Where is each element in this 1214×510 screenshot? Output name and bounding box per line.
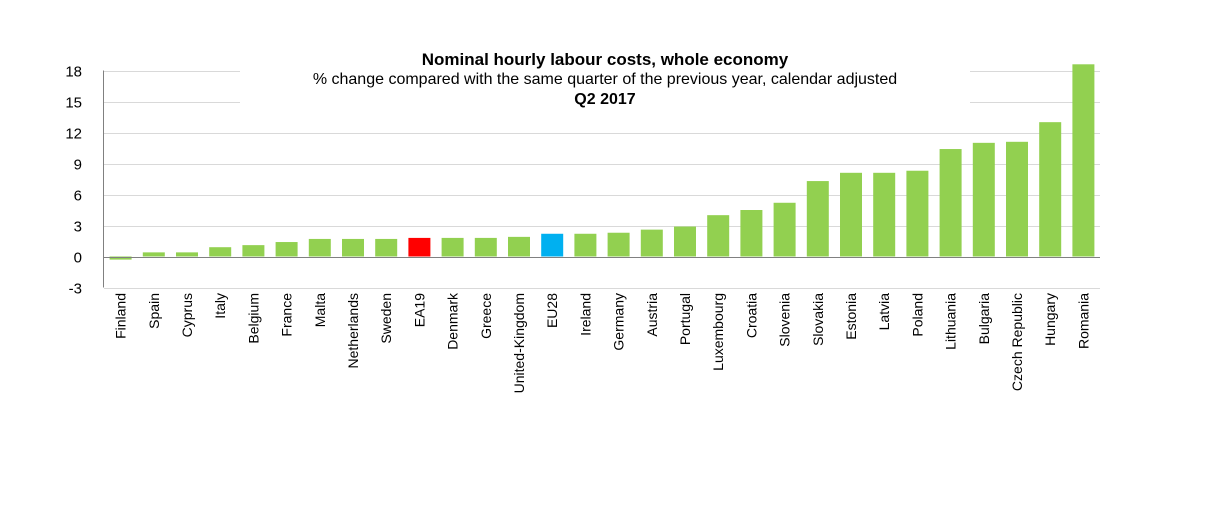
bar-netherlands: [342, 238, 364, 257]
x-category-label: Germany: [611, 293, 627, 351]
bar-cyprus: [176, 252, 198, 257]
x-category-label: Hungary: [1042, 293, 1058, 346]
bar-greece: [474, 237, 497, 257]
x-category-label: Latvia: [876, 293, 892, 331]
bar-united-kingdom: [508, 236, 530, 257]
x-category-label: Italy: [212, 293, 228, 319]
x-category-label: Czech Republic: [1009, 293, 1025, 391]
axes: [103, 70, 1100, 288]
bar-finland: [109, 256, 132, 260]
bar-denmark: [441, 237, 464, 257]
x-category-label: EA19: [411, 293, 427, 327]
bar-slovenia: [773, 202, 796, 257]
bar-ireland: [574, 233, 597, 257]
bar-italy: [209, 247, 232, 257]
x-category-label: Portugal: [677, 293, 693, 345]
bar-ea19: [408, 237, 431, 257]
bar-czech-republic: [1006, 141, 1028, 257]
x-category-label: Bulgaria: [976, 293, 992, 345]
y-tick-label: 15: [65, 95, 82, 112]
bar-eu28: [541, 233, 564, 257]
y-tick-label: 0: [74, 250, 82, 267]
bar-bulgaria: [972, 142, 995, 257]
x-category-label: Finland: [113, 293, 129, 339]
bar-lithuania: [939, 149, 962, 257]
bar-luxembourg: [707, 215, 730, 257]
bar-spain: [142, 252, 165, 257]
bar-latvia: [873, 172, 896, 257]
chart-subtitle: % change compared with the same quarter …: [312, 71, 898, 88]
x-category-label: France: [279, 293, 295, 337]
bar-hungary: [1039, 122, 1062, 257]
x-category-label: Cyprus: [179, 293, 195, 337]
bar-germany: [607, 232, 630, 257]
x-axis-category-labels: Finland Spain Cyprus Italy Belgium France Malt…: [113, 292, 1092, 393]
bar-austria: [640, 229, 663, 257]
x-category-label: Denmark: [445, 292, 461, 350]
y-tick-label: 18: [65, 64, 82, 81]
x-category-label: Sweden: [378, 293, 394, 344]
bar-belgium: [242, 245, 265, 257]
x-category-label: Slovakia: [810, 293, 826, 346]
bar-croatia: [740, 210, 763, 257]
x-category-label: United-Kingdom: [511, 293, 527, 393]
bar-portugal: [674, 226, 696, 257]
bar-france: [275, 242, 298, 257]
x-category-label: Spain: [146, 293, 162, 329]
chart-title: Nominal hourly labour costs, whole econo…: [421, 50, 789, 69]
y-axis-tick-labels: 18 15 12 9 6 3 0 -3: [65, 64, 82, 298]
x-category-label: EU28: [544, 293, 560, 328]
x-category-label: Slovenia: [777, 293, 793, 347]
x-category-label: Ireland: [577, 293, 593, 336]
y-tick-label: 9: [74, 157, 82, 174]
x-category-label: Greece: [478, 293, 494, 339]
x-category-label: Belgium: [245, 293, 261, 344]
bar-slovakia: [806, 181, 829, 257]
bars: [109, 64, 1095, 260]
bar-sweden: [375, 238, 398, 257]
x-category-label: Croatia: [743, 293, 759, 338]
x-category-label: Luxembourg: [710, 293, 726, 371]
x-category-label: Austria: [644, 293, 660, 337]
y-tick-label: -3: [69, 281, 82, 298]
x-category-label: Romania: [1075, 293, 1091, 349]
bar-estonia: [840, 172, 862, 257]
x-category-label: Estonia: [843, 293, 859, 340]
bar-romania: [1072, 64, 1095, 257]
x-category-label: Malta: [312, 293, 328, 327]
y-tick-label: 3: [74, 219, 82, 236]
y-tick-label: 12: [65, 126, 82, 143]
x-category-label: Lithuania: [943, 293, 959, 350]
x-category-label: Netherlands: [345, 293, 361, 369]
chart-title-block: Nominal hourly labour costs, whole econo…: [240, 50, 970, 110]
bar-poland: [906, 170, 929, 257]
bar-malta: [308, 238, 331, 257]
x-category-label: Poland: [909, 293, 925, 337]
y-tick-label: 6: [74, 188, 82, 205]
chart-period: Q2 2017: [574, 91, 636, 108]
